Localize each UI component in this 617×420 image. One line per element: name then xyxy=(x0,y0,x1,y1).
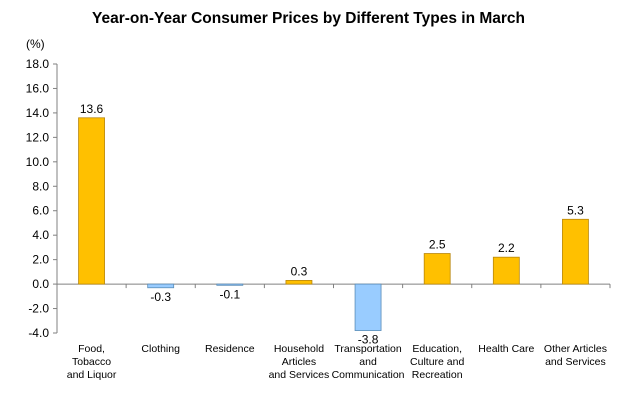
y-tick-label: 0.0 xyxy=(32,277,49,291)
y-tick-label: 16.0 xyxy=(26,81,50,95)
x-tick-label-line: and Liquor xyxy=(67,369,117,381)
y-tick-label: 14.0 xyxy=(26,106,50,120)
bar xyxy=(216,283,244,286)
x-tick-label-line: Recreation xyxy=(412,369,463,381)
bar xyxy=(423,253,451,285)
data-label: 13.6 xyxy=(80,102,104,116)
bar xyxy=(78,117,105,285)
x-tick-label: Transportation and Communication xyxy=(332,343,405,381)
x-tick-label-line: Education, xyxy=(412,343,462,355)
chart-title: Year-on-Year Consumer Prices by Differen… xyxy=(92,10,525,27)
x-tick-label-line: Transportation xyxy=(334,343,401,355)
bar xyxy=(147,283,175,289)
y-tick-label: 12.0 xyxy=(26,130,50,144)
x-tick-label-line: Clothing xyxy=(141,343,180,355)
x-tick-label-line: and Services xyxy=(545,356,606,368)
bar xyxy=(354,283,382,331)
data-label: 5.3 xyxy=(567,203,584,217)
x-tick-label-line: Tobacco xyxy=(72,356,111,368)
bar xyxy=(285,280,313,285)
y-tick-label: 8.0 xyxy=(32,179,49,193)
x-tick-label-line: Other Articles xyxy=(544,343,607,355)
x-tick-label-line: Articles xyxy=(282,356,316,368)
x-tick-label: Food, Tobacco and Liquor xyxy=(67,343,117,381)
y-tick-label: 4.0 xyxy=(32,228,49,242)
x-tick-label-line: Culture and xyxy=(410,356,464,368)
x-tick-label: Other Articles and Services xyxy=(544,343,607,368)
x-tick-label-line: Residence xyxy=(205,343,255,355)
x-tick-label: Clothing xyxy=(141,343,180,355)
x-tick-label-line: and xyxy=(359,356,377,368)
data-label: -0.1 xyxy=(219,287,240,301)
data-label: -0.3 xyxy=(150,290,171,304)
axes: 18.0 16.0 14.0 12.0 10.0 8.0 6.0 4.0 2.0 0.0 -2.0 -… xyxy=(26,57,611,340)
x-tick-label: Residence xyxy=(205,343,255,355)
data-label: 2.5 xyxy=(429,238,446,252)
data-label: 0.3 xyxy=(291,264,308,278)
bar xyxy=(562,218,589,285)
y-tick-label: 2.0 xyxy=(32,253,49,267)
x-tick-label: Health Care xyxy=(478,343,534,355)
y-tick-label: -2.0 xyxy=(28,302,49,316)
x-tick-label: Education, Culture and Recreation xyxy=(410,343,464,381)
bar xyxy=(492,256,520,285)
data-label: -3.8 xyxy=(358,333,379,347)
bars xyxy=(78,117,589,331)
y-tick-label: 10.0 xyxy=(26,155,50,169)
x-tick-label: Household Articles and Services xyxy=(269,343,330,381)
x-tick-label-line: Communication xyxy=(332,369,405,381)
y-tick-label: 6.0 xyxy=(32,204,49,218)
x-tick-label-line: Household xyxy=(274,343,324,355)
data-label: 2.2 xyxy=(498,241,515,255)
x-tick-label-line: Health Care xyxy=(478,343,534,355)
y-tick-label: -4.0 xyxy=(28,326,49,340)
labels: 13.6 Food, Tobacco and Liquor -0.3 Clothing -0… xyxy=(67,102,607,381)
x-tick-label-line: and Services xyxy=(269,369,330,381)
y-tick-label: 18.0 xyxy=(26,57,50,71)
x-tick-label-line: Food, xyxy=(78,343,105,355)
y-unit-label: (%) xyxy=(26,37,45,51)
